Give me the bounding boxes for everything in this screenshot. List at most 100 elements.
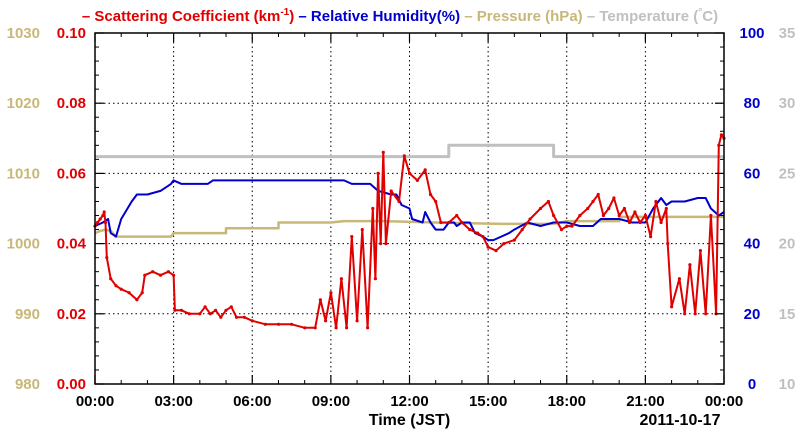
- scattering-point: [670, 305, 674, 309]
- temperature-tick-label: 30: [779, 95, 796, 112]
- x-tick-label: 06:00: [233, 393, 271, 410]
- scattering-point: [423, 168, 427, 172]
- legend: – Scattering Coefficient (km-1) – Relati…: [82, 7, 718, 25]
- scattering-point: [659, 220, 663, 225]
- scattering-point: [439, 220, 443, 225]
- humidity-tick-label: 80: [744, 95, 761, 112]
- scattering-point: [208, 312, 212, 316]
- legend-item-part: C): [702, 8, 718, 25]
- scattering-point: [234, 315, 239, 319]
- pressure-tick-label: 980: [15, 376, 40, 393]
- x-tick-label: 09:00: [312, 393, 350, 410]
- scattering-point: [179, 308, 184, 312]
- scattering-point: [229, 305, 233, 309]
- scattering-point: [329, 291, 333, 295]
- scattering-point: [173, 308, 177, 312]
- tick-labels: 00:00 03:00 06:00 09:00 12:00 15:00 18:00 21:00…: [7, 25, 796, 410]
- scattering-point: [103, 220, 108, 225]
- scattering-point: [476, 231, 480, 235]
- scattering-point: [622, 206, 627, 211]
- scattering-point: [101, 213, 105, 218]
- scattering-point: [649, 235, 653, 239]
- legend-item-part: – Scattering Coefficient (km: [82, 8, 280, 25]
- legend-item-part: °: [698, 7, 702, 18]
- humidity-tick-label: 100: [739, 25, 764, 42]
- scattering-point: [546, 199, 551, 204]
- scattering-point: [552, 213, 556, 218]
- scattering-point: [219, 315, 223, 319]
- humidity-tick-label: 60: [744, 165, 761, 182]
- scattering-point: [102, 210, 106, 214]
- scattering-point: [127, 291, 131, 295]
- scattering-point: [214, 308, 218, 312]
- scattering-tick-label: 0.04: [57, 236, 87, 253]
- x-tick-label: 15:00: [469, 393, 507, 410]
- scattering-point: [402, 154, 406, 158]
- scattering-point: [339, 277, 343, 281]
- scattering-point: [114, 284, 118, 288]
- scattering-point: [565, 224, 569, 228]
- scattering-point: [109, 277, 113, 281]
- scattering-point: [628, 220, 632, 225]
- scattering-point: [698, 249, 703, 253]
- scattering-point: [617, 213, 621, 218]
- scattering-point: [683, 312, 687, 316]
- temperature-tick-label: 35: [779, 25, 796, 42]
- temperature-tick-label: 15: [779, 306, 796, 323]
- scattering-point: [434, 199, 438, 204]
- humidity-tick-label: 40: [744, 236, 761, 253]
- scattering-point: [407, 171, 412, 175]
- scattering-point: [612, 196, 616, 200]
- scattering-point: [494, 249, 498, 253]
- scattering-point: [502, 242, 506, 246]
- scattering-point: [607, 206, 611, 211]
- legend-item-part: -1: [280, 7, 289, 18]
- temperature-tick-label: 25: [779, 165, 796, 182]
- scattering-point: [677, 277, 682, 281]
- scattering-point: [119, 287, 123, 291]
- scattering-point: [415, 178, 419, 182]
- tick-marks: [94, 32, 725, 385]
- scattering-point: [373, 277, 377, 281]
- scattering-point: [486, 245, 490, 249]
- x-tick-label: 00:00: [705, 393, 743, 410]
- scattering-point: [468, 228, 472, 232]
- scattering-point: [709, 213, 713, 218]
- x-tick-label: 00:00: [76, 393, 114, 410]
- scattering-point: [578, 213, 582, 218]
- scattering-point: [276, 322, 281, 326]
- scattering-point: [704, 312, 708, 316]
- scattering-point: [654, 199, 658, 204]
- scattering-point: [586, 206, 590, 211]
- scattering-point: [360, 228, 364, 232]
- scattering-point: [140, 291, 144, 295]
- scattering-tick-label: 0.00: [57, 376, 86, 393]
- scattering-point: [135, 298, 139, 302]
- scattering-point: [447, 220, 451, 225]
- scattering-point: [379, 242, 383, 246]
- legend-item-part: – Relative Humidity(%): [294, 8, 460, 25]
- scattering-point: [158, 273, 163, 277]
- x-tick-label: 12:00: [390, 393, 428, 410]
- scattering-point: [460, 220, 464, 225]
- scattering-point: [318, 298, 322, 302]
- scattering-point: [381, 150, 385, 154]
- scattering-point: [96, 220, 100, 225]
- scattering-point: [638, 220, 642, 225]
- pressure-tick-label: 1000: [7, 236, 40, 253]
- scattering-point: [334, 326, 338, 330]
- scattering-tick-label: 0.08: [57, 95, 86, 112]
- series-humidity-line: [94, 179, 725, 242]
- legend-item-part: ): [289, 8, 294, 25]
- pressure-tick-label: 1020: [7, 95, 40, 112]
- scattering-point: [428, 192, 433, 197]
- scattering-point: [559, 228, 564, 232]
- scattering-point: [198, 312, 202, 316]
- scattering-point: [688, 263, 692, 267]
- scattering-point: [601, 213, 606, 218]
- scattering-point: [596, 192, 600, 197]
- scattering-point: [172, 273, 176, 277]
- scattering-point: [203, 305, 207, 309]
- legend-item-part: – Temperature (: [583, 8, 699, 25]
